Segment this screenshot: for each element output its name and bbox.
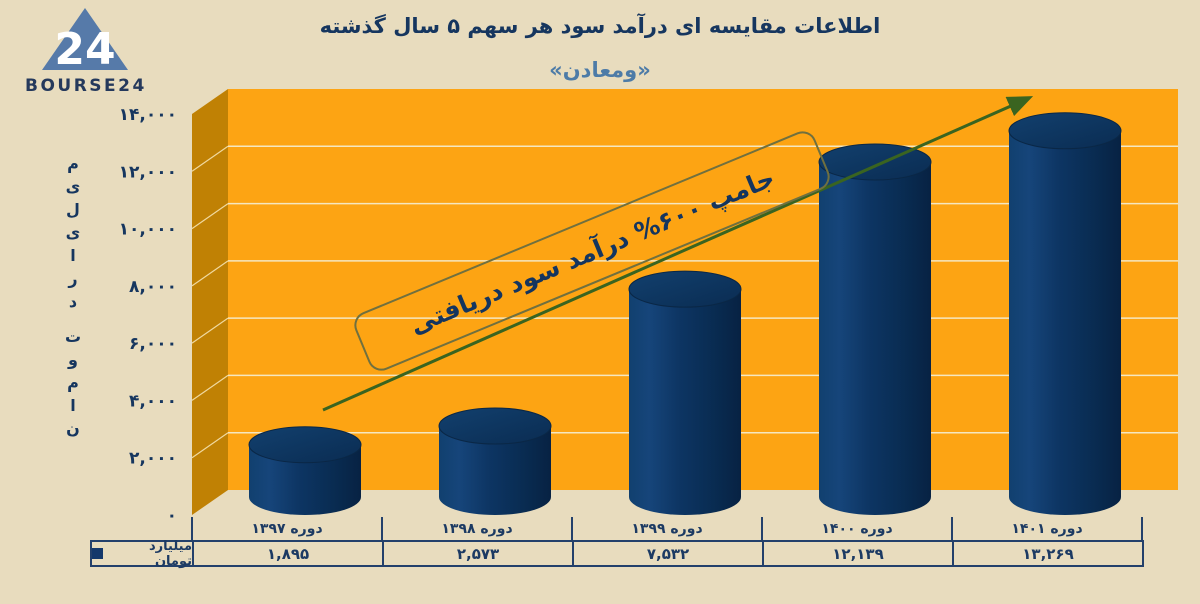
bar-top-face: [1008, 112, 1122, 150]
logo-triangle-icon: 24: [42, 8, 128, 75]
bar-body: [1009, 130, 1121, 515]
trend-arrow: [322, 96, 1034, 412]
bar-top-face: [248, 426, 362, 464]
bar-cylinder: [628, 270, 742, 515]
value-cell: ۷,۵۳۲: [574, 542, 764, 565]
bar-body: [629, 289, 741, 515]
value-cell: ۱۳,۲۶۹: [1022, 544, 1074, 563]
y-axis-title-letter: ت: [64, 327, 82, 346]
y-tick-label: ۸,۰۰۰: [129, 277, 177, 297]
legend: میلیارد تومان: [92, 539, 194, 569]
category-label: دوره ۱۳۹۹: [631, 520, 703, 537]
bar-cylinder: [438, 407, 552, 515]
y-tick-label: ۱۴,۰۰۰: [119, 105, 177, 125]
page-title: اطلاعات مقایسه ای درآمد سود هر سهم ۵ سال…: [319, 14, 881, 38]
y-axis-title-letter: و: [68, 350, 78, 369]
bar-top-face: [438, 407, 552, 445]
gridline-side: [191, 145, 229, 172]
data-table-row: میلیارد تومان ۱,۸۹۵ ۲,۵۷۳ ۷,۵۳۲ ۱۲,۱۳۹ ۱۳,۲۶…: [90, 539, 1144, 569]
y-axis-title-letter: ر: [68, 269, 78, 288]
bar-body: [819, 161, 931, 515]
gridline-side: [191, 317, 229, 344]
bar-body: [439, 425, 551, 515]
gridline-side: [191, 432, 229, 459]
y-axis-title-letter: م: [67, 154, 79, 173]
y-axis-title-letter: ا: [70, 396, 76, 415]
category-label: دوره ۱۳۹۷: [251, 520, 323, 537]
y-axis-title-letter: ن: [66, 419, 80, 438]
category-label: دوره ۱۴۰۰: [821, 520, 893, 537]
bar-cylinder: [248, 426, 362, 515]
legend-swatch-icon: [92, 548, 103, 559]
category-label: دوره ۱۴۰۱: [1011, 520, 1083, 537]
y-tick-label: ۶,۰۰۰: [129, 334, 177, 354]
value-cell: ۱۲,۱۳۹: [764, 542, 954, 565]
bar-cylinder: [1008, 112, 1122, 515]
y-tick-label: ۲,۰۰۰: [129, 449, 177, 469]
gridline-side: [191, 260, 229, 287]
y-axis-title-letter: ی: [65, 223, 81, 242]
y-tick-label: ۱۰,۰۰۰: [119, 220, 177, 240]
bar-cylinder: [818, 143, 932, 515]
y-tick-label: ۱۲,۰۰۰: [119, 162, 177, 182]
bourse24-logo: 24 BOURSE24: [25, 6, 145, 96]
bar-body: [249, 444, 361, 515]
plot-side-wall: [192, 89, 228, 515]
y-axis-title-letter: ا: [70, 246, 76, 265]
y-axis-title-letter: م: [67, 373, 79, 392]
legend-label: میلیارد تومان: [148, 538, 192, 569]
value-cell: ۲,۵۷۳: [384, 542, 574, 565]
y-tick-label: ۰: [167, 506, 177, 526]
bar-top-face: [628, 270, 742, 308]
page-subtitle: «ومعادن»: [549, 58, 651, 82]
y-axis-title-letter: ی: [65, 177, 81, 196]
y-tick-label: ۴,۰۰۰: [129, 391, 177, 411]
x-axis-category-row: دوره ۱۳۹۷ دوره ۱۳۹۸ دوره ۱۳۹۹ دوره ۱۴۰۰ دوره…: [192, 517, 1142, 540]
logo-brand-text: BOURSE24: [25, 76, 147, 96]
y-axis-title-letter: ل: [66, 200, 80, 219]
logo-mark: 24: [54, 24, 115, 74]
value-cell: ۱,۸۹۵: [194, 542, 384, 565]
gridline-side: [191, 203, 229, 230]
y-axis-title-letter: د: [68, 292, 78, 311]
gridline-side: [191, 374, 229, 401]
category-label: دوره ۱۳۹۸: [441, 520, 513, 537]
